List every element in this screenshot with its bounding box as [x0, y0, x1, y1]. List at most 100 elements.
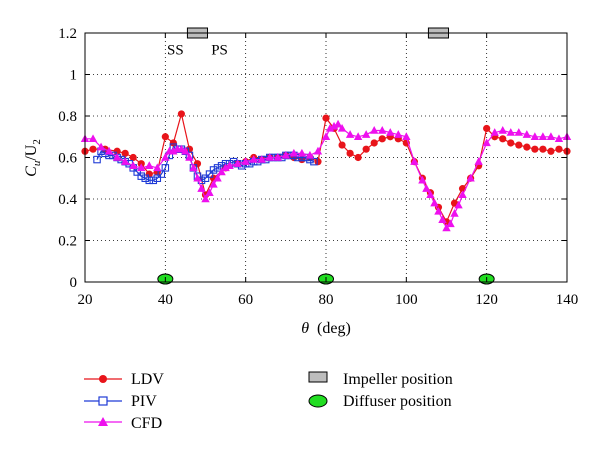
point-cfd: [430, 198, 439, 207]
point-piv: [141, 174, 150, 183]
point-cfd: [169, 146, 178, 155]
point-cfd: [265, 153, 274, 161]
y-tick-label: 0.8: [58, 109, 77, 125]
point-ldv: [346, 149, 354, 157]
point-cfd: [233, 159, 242, 167]
point-piv: [161, 164, 170, 172]
point-cfd: [466, 173, 475, 182]
point-cfd: [189, 163, 198, 172]
point-ldv: [539, 145, 547, 153]
legend-swatch-impeller: [308, 371, 328, 383]
point-cfd: [205, 188, 214, 196]
point-cfd: [446, 219, 455, 228]
x-tick-label: 20: [78, 292, 93, 308]
point-ldv: [129, 153, 137, 162]
point-cfd: [297, 148, 307, 157]
y-tick-label: 0.2: [58, 234, 77, 250]
point-ldv: [555, 145, 563, 153]
point-cfd: [514, 128, 523, 136]
point-cfd: [305, 150, 315, 159]
y-tick-label: 0.4: [58, 192, 77, 208]
point-cfd: [129, 161, 138, 169]
legend-label-impeller: Impeller position: [343, 371, 453, 388]
point-cfd: [209, 179, 218, 188]
point-ldv: [338, 141, 346, 149]
x-tick-label: 80: [319, 292, 334, 308]
point-cfd: [321, 132, 331, 140]
x-axis-unit: (deg): [317, 320, 351, 337]
annotation-ps: PS: [211, 43, 228, 59]
x-tick-label: 120: [475, 292, 498, 308]
point-cfd: [185, 153, 194, 161]
point-cfd: [386, 128, 395, 136]
point-cfd: [426, 190, 435, 199]
point-piv: [149, 176, 158, 185]
legend-item-piv: PIV: [84, 393, 157, 410]
point-ldv: [354, 153, 362, 162]
y-axis-mid: /U: [23, 144, 40, 160]
point-ldv: [378, 135, 386, 143]
point-piv: [145, 176, 154, 185]
point-cfd: [161, 153, 170, 161]
point-ldv: [177, 110, 185, 118]
point-cfd: [193, 173, 202, 182]
point-cfd: [96, 142, 106, 151]
legend-item-cfd: CFD: [84, 415, 162, 432]
y-axis-sub2: 2: [31, 139, 43, 145]
legend-label-diffuser: Diffuser position: [343, 393, 452, 410]
point-ldv: [523, 143, 531, 151]
point-cfd: [361, 130, 371, 138]
x-tick-label: 100: [395, 292, 418, 308]
point-cfd: [221, 163, 230, 172]
tick-labels: 20 40 60 80 100 120 140 0 0.2 0.4 0.6 0.8 1 1.2: [58, 26, 578, 308]
point-cfd: [273, 153, 282, 161]
point-piv: [93, 155, 101, 164]
point-piv: [153, 174, 162, 183]
point-cfd: [313, 146, 323, 155]
series-cfd: [80, 119, 572, 232]
annotations: SS PS: [167, 43, 228, 59]
point-cfd: [337, 123, 347, 132]
point-ldv: [362, 145, 370, 153]
y-axis-main: C: [23, 166, 40, 177]
point-ldv: [531, 145, 539, 153]
point-piv: [137, 172, 145, 180]
point-cfd: [112, 153, 122, 161]
point-cfd: [454, 200, 463, 209]
point-cfd: [329, 121, 339, 130]
point-cfd: [257, 155, 266, 163]
point-ldv: [499, 135, 507, 143]
legend-item-diffuser: Diffuser position: [308, 393, 452, 410]
annotation-ss: SS: [167, 43, 184, 59]
point-cfd: [438, 215, 447, 223]
point-cfd: [370, 126, 379, 134]
point-ldv: [370, 139, 378, 147]
legend-label-ldv: LDV: [131, 371, 164, 388]
point-cfd: [522, 130, 532, 138]
point-cfd: [145, 161, 154, 169]
point-cfd: [345, 130, 355, 138]
point-piv: [213, 164, 222, 172]
x-tick-label: 60: [238, 292, 253, 308]
x-axis-title: θ (deg): [301, 320, 351, 337]
point-ldv: [169, 139, 177, 147]
point-cfd: [422, 184, 431, 192]
point-ldv: [483, 124, 491, 133]
point-cfd: [458, 190, 467, 199]
point-cfd: [538, 132, 548, 140]
x-tick-label: 140: [556, 292, 579, 308]
x-tick-label: 40: [158, 292, 173, 308]
legend-swatch-diffuser: [308, 394, 328, 408]
point-cfd: [201, 194, 210, 203]
point-cfd: [498, 126, 507, 134]
point-ldv: [121, 149, 129, 157]
y-tick-label: 1: [70, 68, 78, 84]
point-cfd: [137, 163, 146, 172]
y-axis-title: Cu/U2: [23, 139, 43, 177]
point-ldv: [314, 158, 322, 166]
point-cfd: [249, 155, 258, 163]
point-cfd: [530, 132, 540, 140]
series-layer: [80, 110, 572, 232]
point-cfd: [104, 146, 114, 155]
